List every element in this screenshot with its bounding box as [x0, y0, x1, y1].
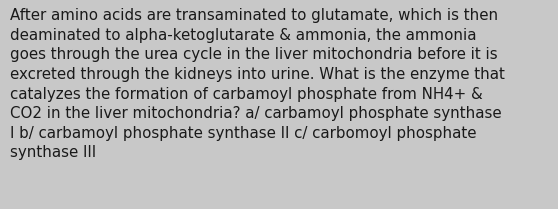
Text: After amino acids are transaminated to glutamate, which is then
deaminated to al: After amino acids are transaminated to g…: [10, 8, 505, 160]
